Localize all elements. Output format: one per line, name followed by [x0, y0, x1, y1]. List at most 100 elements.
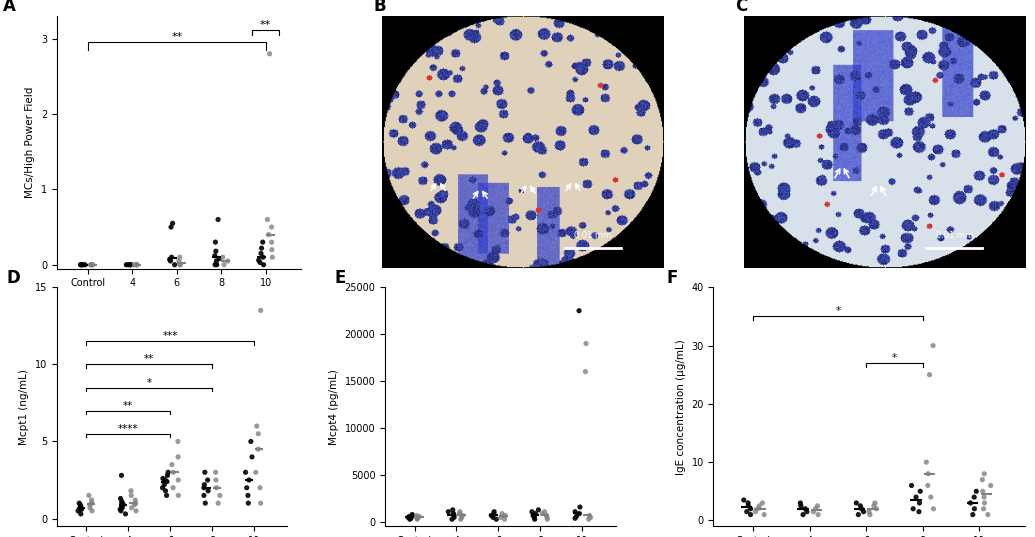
Point — [402, 515, 418, 524]
Point — [122, 260, 139, 269]
Point — [196, 483, 212, 492]
Point — [408, 511, 424, 520]
Point — [114, 502, 130, 511]
Point — [207, 251, 224, 260]
Text: E: E — [334, 268, 346, 287]
Point — [578, 367, 594, 376]
Point — [453, 513, 470, 521]
Point — [409, 515, 425, 524]
Point — [164, 253, 180, 262]
Point — [196, 480, 212, 489]
Point — [71, 499, 88, 507]
Point — [123, 504, 140, 512]
Point — [530, 505, 546, 514]
Point — [862, 510, 879, 519]
Point — [208, 483, 225, 492]
Point — [527, 515, 543, 524]
Point — [84, 260, 100, 269]
Point — [255, 253, 271, 262]
Point — [252, 483, 268, 492]
Point — [125, 260, 142, 269]
Point — [966, 504, 982, 513]
Text: ****: **** — [118, 424, 139, 434]
Point — [158, 477, 175, 486]
Point — [918, 458, 935, 467]
Point — [524, 507, 540, 516]
Point — [755, 499, 771, 507]
Point — [85, 260, 101, 269]
Point — [963, 499, 979, 507]
Point — [408, 513, 424, 521]
Point — [240, 491, 257, 500]
Point — [83, 260, 99, 269]
Point — [409, 514, 425, 523]
Y-axis label: Mcpt4 (pg/mL): Mcpt4 (pg/mL) — [329, 369, 339, 445]
Text: **: ** — [123, 401, 134, 411]
Point — [112, 505, 128, 513]
Point — [253, 306, 269, 315]
Point — [911, 507, 927, 516]
Point — [241, 476, 258, 484]
Text: A: A — [3, 0, 16, 15]
Point — [975, 487, 992, 496]
Point — [114, 497, 130, 506]
Point — [968, 487, 984, 496]
Point — [404, 510, 420, 519]
Point — [72, 510, 89, 518]
Point — [72, 260, 89, 269]
Point — [210, 499, 227, 507]
Point — [451, 507, 468, 516]
Point — [982, 481, 999, 490]
Point — [904, 481, 920, 490]
Point — [911, 499, 927, 507]
Point — [197, 499, 213, 507]
Point — [159, 468, 176, 477]
Point — [536, 507, 553, 516]
Point — [200, 487, 216, 495]
Point — [157, 476, 174, 484]
Point — [861, 507, 878, 516]
Point — [156, 480, 173, 489]
Point — [164, 460, 180, 469]
Point — [128, 260, 145, 269]
Point — [485, 507, 502, 516]
Point — [256, 260, 272, 269]
Point — [494, 509, 510, 518]
Point — [211, 491, 228, 500]
Point — [71, 500, 88, 509]
Point — [966, 493, 982, 502]
Point — [974, 475, 990, 484]
Point — [538, 511, 555, 520]
Point — [249, 445, 266, 453]
Text: **: ** — [260, 20, 271, 30]
Text: Control: Control — [70, 324, 106, 334]
Point — [81, 491, 97, 500]
Point — [207, 238, 224, 246]
Point — [736, 496, 752, 504]
Point — [170, 453, 186, 461]
Point — [208, 247, 225, 256]
Point — [259, 215, 275, 224]
Text: C: C — [735, 0, 747, 15]
Point — [539, 513, 556, 521]
Point — [161, 255, 178, 264]
Point — [118, 260, 135, 269]
Point — [451, 509, 468, 518]
Point — [120, 260, 137, 269]
Point — [444, 505, 461, 514]
Point — [165, 483, 181, 492]
Point — [795, 510, 811, 519]
Point — [920, 469, 937, 478]
Point — [497, 511, 513, 520]
Point — [848, 499, 864, 507]
Point — [210, 215, 227, 224]
Point — [171, 257, 187, 265]
Point — [238, 483, 255, 492]
Point — [84, 260, 100, 269]
Point — [82, 504, 98, 512]
Point — [975, 504, 992, 513]
Point — [117, 510, 134, 518]
Y-axis label: IgE concentration (µg/mL): IgE concentration (µg/mL) — [676, 339, 686, 475]
Point — [75, 260, 91, 269]
Point — [751, 502, 768, 510]
